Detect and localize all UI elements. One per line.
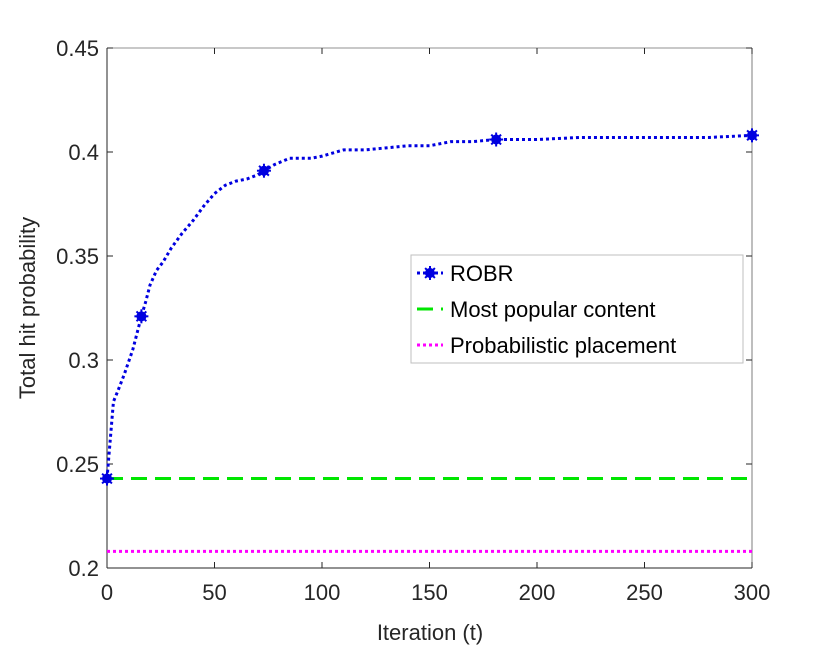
- y-tick-label: 0.4: [68, 140, 99, 165]
- legend-label-3: Probabilistic placement: [450, 333, 676, 358]
- legend: ROBR Most popular content Probabilistic pl…: [410, 254, 744, 364]
- marker-dot: [747, 130, 757, 141]
- x-tick-label: 250: [626, 580, 663, 605]
- x-tick-label: 300: [734, 580, 771, 605]
- legend-marker: [423, 266, 437, 280]
- y-tick-label: 0.45: [56, 36, 99, 61]
- legend-box: [410, 254, 744, 364]
- marker-dot: [425, 268, 435, 278]
- y-tick-label: 0.25: [56, 452, 99, 477]
- y-axis-label: Total hit probability: [15, 217, 40, 399]
- y-tick-label: 0.35: [56, 244, 99, 269]
- legend-label-1: ROBR: [450, 261, 514, 286]
- series-marker: [489, 132, 504, 147]
- series-markers: [100, 128, 759, 486]
- series-marker: [745, 128, 759, 143]
- marker-dot: [136, 311, 147, 322]
- series-lines: [105, 133, 753, 553]
- series-line-1: [105, 133, 753, 479]
- series-marker: [100, 471, 114, 486]
- marker-dot: [491, 134, 502, 145]
- x-tick-label: 150: [411, 580, 448, 605]
- y-tick-label: 0.3: [68, 348, 99, 373]
- y-tick-label: 0.2: [68, 556, 99, 581]
- marker-dot: [102, 473, 112, 484]
- marker-dot: [258, 165, 269, 176]
- legend-label-2: Most popular content: [450, 297, 655, 322]
- x-tick-label: 0: [101, 580, 113, 605]
- series-marker: [256, 163, 271, 178]
- x-tick-label: 100: [304, 580, 341, 605]
- x-tick-label: 50: [202, 580, 226, 605]
- series-marker: [134, 309, 149, 324]
- tick-labels: 0 50 100 150 200 250 300 0.2 0.25 0.3 0.35 0.4 0.45: [56, 36, 770, 605]
- x-axis-label: Iteration (t): [377, 620, 483, 645]
- x-tick-label: 200: [519, 580, 556, 605]
